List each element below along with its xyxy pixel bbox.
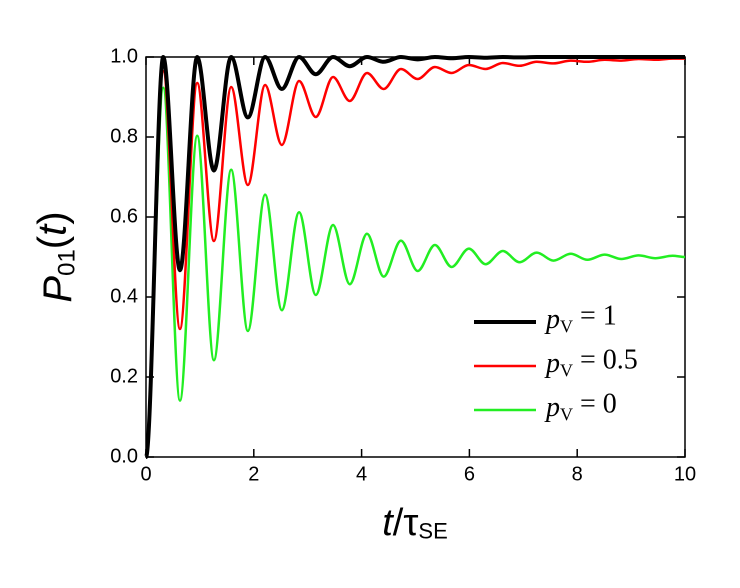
x-tick-label: 2 (248, 463, 259, 485)
y-tick-label: 1.0 (110, 45, 138, 67)
y-tick-label: 0.2 (110, 365, 138, 387)
y-tick-label: 0.4 (110, 285, 138, 307)
x-tick-label: 4 (356, 463, 367, 485)
series-line (144, 86, 686, 459)
x-tick-label: 10 (674, 463, 696, 485)
x-tick-label: 6 (464, 463, 475, 485)
legend-label: pV = 1 (544, 301, 617, 337)
y-tick-label: 0.8 (110, 125, 138, 147)
x-tick-label: 0 (140, 463, 151, 485)
y-axis-label: P01(t) (30, 211, 81, 302)
legend-label: pV = 0 (544, 389, 617, 425)
legend-label: pV = 0.5 (544, 345, 638, 381)
y-tick-label: 0.0 (110, 445, 138, 467)
x-axis-label: t/τSE (382, 502, 448, 544)
x-tick-label: 8 (572, 463, 583, 485)
y-tick-label: 0.6 (110, 205, 138, 227)
series-line (144, 55, 685, 459)
series-line (144, 57, 685, 459)
